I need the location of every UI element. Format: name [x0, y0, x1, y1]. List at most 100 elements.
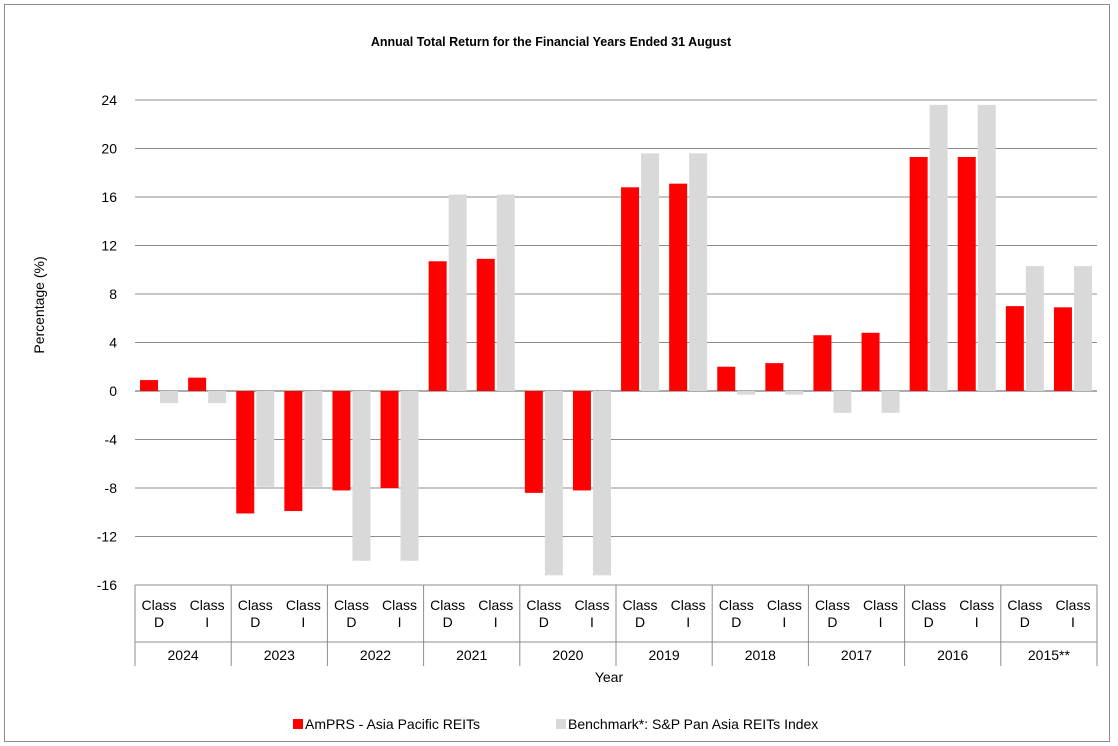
class-label-line1: Class: [142, 597, 177, 613]
y-tick-label: 8: [109, 286, 117, 302]
class-label-line2: D: [443, 614, 453, 630]
class-label-line1: Class: [382, 597, 417, 613]
class-label-line2: D: [827, 614, 837, 630]
gridlines: [135, 99, 1097, 586]
bar-fund: [236, 391, 255, 514]
bar-fund: [957, 156, 976, 391]
x-axis-categories: ClassDClassI2024ClassDClassI2023ClassDCl…: [134, 584, 1098, 666]
bar-benchmark: [160, 391, 179, 404]
class-label-line2: I: [301, 614, 305, 630]
class-label-line1: Class: [863, 597, 898, 613]
bar-benchmark: [1025, 266, 1044, 391]
y-tick-label: -16: [97, 577, 117, 593]
bar-fund: [284, 391, 303, 512]
legend: AmPRS - Asia Pacific REITs Benchmark*: S&…: [293, 716, 818, 732]
y-tick-label: 4: [109, 335, 117, 351]
year-label: 2019: [649, 647, 680, 663]
bars: [140, 104, 1092, 576]
bar-fund: [428, 261, 447, 391]
bar-fund: [861, 332, 880, 391]
class-label-line2: I: [398, 614, 402, 630]
bar-benchmark: [641, 153, 660, 391]
bar-benchmark: [929, 104, 948, 391]
class-label-line1: Class: [671, 597, 706, 613]
legend-swatch: [293, 719, 303, 729]
bar-fund: [140, 380, 159, 391]
class-label-line2: I: [975, 614, 979, 630]
class-label-line1: Class: [767, 597, 802, 613]
legend-label: Benchmark*: S&P Pan Asia REITs Index: [568, 716, 818, 732]
chart-svg: Annual Total Return for the Financial Ye…: [31, 35, 1098, 732]
class-label-line2: D: [635, 614, 645, 630]
class-label-line2: D: [346, 614, 356, 630]
class-label-line1: Class: [1007, 597, 1042, 613]
bar-benchmark: [689, 153, 708, 391]
year-label: 2022: [360, 647, 391, 663]
class-label-line2: I: [494, 614, 498, 630]
y-tick-label: 16: [101, 189, 117, 205]
bar-fund: [380, 391, 399, 488]
y-tick-label: -4: [105, 432, 118, 448]
bar-fund: [669, 183, 688, 391]
bar-fund: [765, 363, 784, 391]
chart-frame: Annual Total Return for the Financial Ye…: [4, 4, 1110, 742]
bar-benchmark: [833, 391, 852, 413]
bar-fund: [524, 391, 543, 493]
class-label-line2: I: [782, 614, 786, 630]
class-label-line2: I: [879, 614, 883, 630]
bar-benchmark: [881, 391, 900, 413]
bar-fund: [813, 335, 832, 391]
bar-benchmark: [785, 391, 804, 395]
class-label-line1: Class: [574, 597, 609, 613]
class-label-line1: Class: [238, 597, 273, 613]
bar-benchmark: [400, 391, 419, 561]
class-label-line1: Class: [623, 597, 658, 613]
x-axis-label: Year: [595, 669, 624, 685]
class-label-line2: D: [1020, 614, 1030, 630]
class-label-line1: Class: [526, 597, 561, 613]
bar-fund: [1053, 307, 1072, 391]
year-label: 2017: [841, 647, 872, 663]
bar-fund: [572, 391, 591, 491]
class-label-line1: Class: [911, 597, 946, 613]
class-label-line2: I: [590, 614, 594, 630]
bar-fund: [717, 366, 736, 391]
year-label: 2015**: [1028, 647, 1071, 663]
y-tick-label: 24: [101, 92, 117, 108]
bar-benchmark: [208, 391, 227, 404]
y-tick-label: -12: [97, 529, 117, 545]
bar-benchmark: [977, 104, 996, 391]
class-label-line1: Class: [478, 597, 513, 613]
class-label-line1: Class: [190, 597, 225, 613]
y-tick-label: 20: [101, 141, 117, 157]
class-label-line1: Class: [286, 597, 321, 613]
y-axis-ticks: 24 20 16 12 8 4 0 -4 -8 -12 -16: [97, 92, 117, 593]
chart-title: Annual Total Return for the Financial Ye…: [371, 35, 732, 49]
legend-swatch: [556, 719, 566, 729]
bar-benchmark: [1073, 266, 1092, 391]
bar-benchmark: [496, 194, 515, 391]
bar-fund: [476, 258, 495, 391]
bar-benchmark: [737, 391, 756, 395]
class-label-line2: I: [205, 614, 209, 630]
bar-benchmark: [592, 391, 611, 576]
class-label-line2: D: [250, 614, 260, 630]
class-label-line1: Class: [334, 597, 369, 613]
year-label: 2023: [264, 647, 295, 663]
bar-fund: [188, 377, 207, 391]
y-tick-label: 0: [109, 383, 117, 399]
bar-fund: [332, 391, 351, 491]
bar-fund: [621, 187, 640, 391]
class-label-line1: Class: [815, 597, 850, 613]
class-label-line2: D: [731, 614, 741, 630]
class-label-line2: D: [539, 614, 549, 630]
legend-label: AmPRS - Asia Pacific REITs: [305, 716, 480, 732]
bar-benchmark: [448, 194, 467, 391]
class-label-line2: D: [924, 614, 934, 630]
year-label: 2020: [552, 647, 583, 663]
class-label-line1: Class: [959, 597, 994, 613]
year-label: 2018: [745, 647, 776, 663]
class-label-line2: I: [1071, 614, 1075, 630]
class-label-line1: Class: [719, 597, 754, 613]
class-label-line2: I: [686, 614, 690, 630]
